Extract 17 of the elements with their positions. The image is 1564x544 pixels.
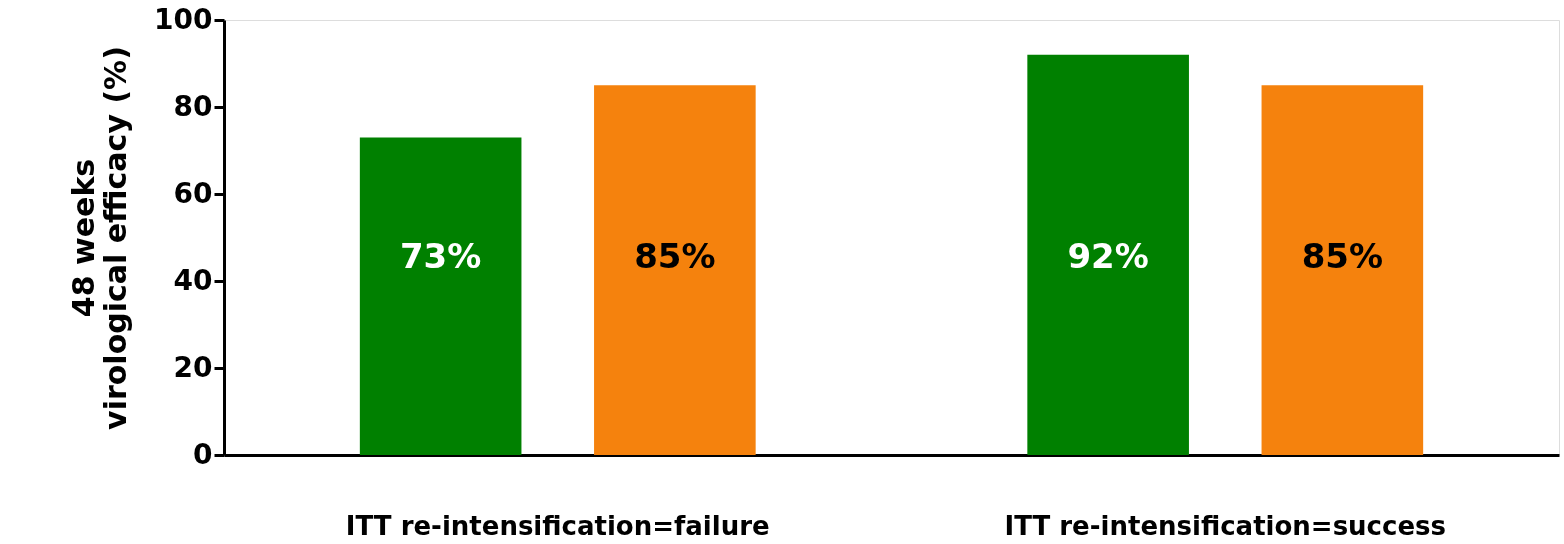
y-tick-label: 20 (173, 350, 213, 384)
y-tick-label: 100 (154, 2, 213, 36)
y-tick-label: 0 (193, 437, 213, 471)
data-label: 85% (1301, 236, 1384, 276)
bar (1027, 54, 1189, 455)
y-tick-label: 60 (173, 176, 213, 210)
y-tick-label: 80 (173, 89, 213, 123)
data-label: 73% (399, 236, 482, 276)
data-label: 85% (634, 236, 716, 276)
data-label: 92% (1067, 236, 1149, 276)
bar (1261, 85, 1424, 455)
x-tick-label: ITT re-intensification=success (1004, 510, 1447, 541)
x-tick-label: ITT re-intensification=failure (345, 510, 770, 541)
bar (359, 137, 522, 455)
y-axis-title: 48 weeks virological efficacy (%) (66, 46, 134, 430)
bar (594, 85, 756, 455)
y-tick-label: 40 (173, 263, 213, 297)
